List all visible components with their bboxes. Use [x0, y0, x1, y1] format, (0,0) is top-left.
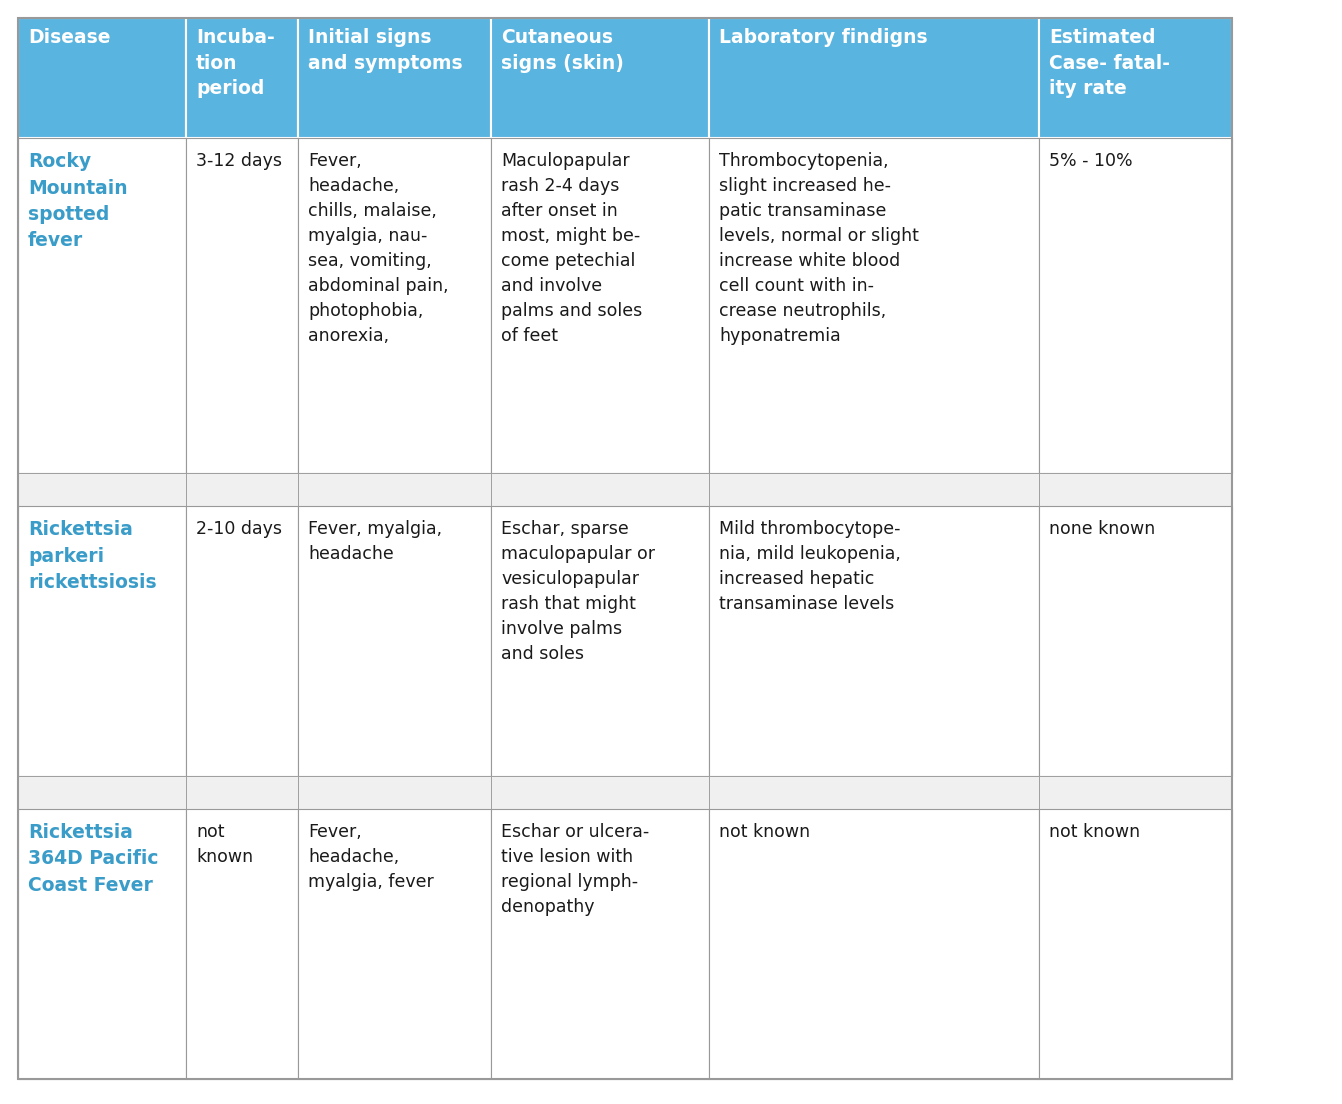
Bar	[709, 138, 1039, 473]
Bar	[491, 809, 709, 1079]
Text: not
known: not known	[196, 822, 254, 866]
Bar	[187, 18, 298, 138]
Text: Laboratory findigns: Laboratory findigns	[719, 28, 927, 47]
Bar	[1039, 506, 1232, 776]
Bar	[1039, 776, 1232, 809]
Bar	[17, 506, 187, 776]
Text: Rickettsia
364D Pacific
Coast Fever: Rickettsia 364D Pacific Coast Fever	[28, 822, 158, 895]
Bar	[709, 776, 1039, 809]
Text: Incuba-
tion
period: Incuba- tion period	[196, 28, 275, 98]
Bar	[187, 473, 298, 506]
Bar	[491, 506, 709, 776]
Bar	[17, 809, 187, 1079]
Bar	[709, 473, 1039, 506]
Bar	[709, 18, 1039, 138]
Bar	[491, 473, 709, 506]
Text: Mild thrombocytope-
nia, mild leukopenia,
increased hepatic
transaminase levels: Mild thrombocytope- nia, mild leukopenia…	[719, 520, 900, 613]
Bar	[709, 506, 1039, 776]
Text: Rickettsia
parkeri
rickettsiosis: Rickettsia parkeri rickettsiosis	[28, 520, 157, 592]
Bar	[491, 138, 709, 473]
Text: not known: not known	[719, 822, 811, 841]
Text: Thrombocytopenia,
slight increased he-
patic transaminase
levels, normal or slig: Thrombocytopenia, slight increased he- p…	[719, 152, 919, 344]
Bar	[298, 776, 491, 809]
Text: Cutaneous
signs (skin): Cutaneous signs (skin)	[501, 28, 624, 73]
Bar	[709, 809, 1039, 1079]
Text: Initial signs
and symptoms: Initial signs and symptoms	[309, 28, 463, 73]
Bar	[298, 473, 491, 506]
Text: 3-12 days: 3-12 days	[196, 152, 282, 170]
Text: not known: not known	[1049, 822, 1141, 841]
Bar	[17, 18, 187, 138]
Text: none known: none known	[1049, 520, 1155, 538]
Text: Rocky
Mountain
spotted
fever: Rocky Mountain spotted fever	[28, 152, 127, 251]
Bar	[187, 138, 298, 473]
Bar	[1039, 138, 1232, 473]
Bar	[298, 138, 491, 473]
Text: Maculopapular
rash 2-4 days
after onset in
most, might be-
come petechial
and in: Maculopapular rash 2-4 days after onset …	[501, 152, 643, 344]
Bar	[187, 506, 298, 776]
Text: 5% - 10%: 5% - 10%	[1049, 152, 1133, 170]
Text: 2-10 days: 2-10 days	[196, 520, 282, 538]
Text: Fever,
headache,
chills, malaise,
myalgia, nau-
sea, vomiting,
abdominal pain,
p: Fever, headache, chills, malaise, myalgi…	[309, 152, 448, 344]
Text: Eschar, sparse
maculopapular or
vesiculopapular
rash that might
involve palms
an: Eschar, sparse maculopapular or vesiculo…	[501, 520, 655, 664]
Bar	[298, 506, 491, 776]
Bar	[491, 776, 709, 809]
Bar	[1039, 809, 1232, 1079]
Bar	[1039, 18, 1232, 138]
Text: Fever,
headache,
myalgia, fever: Fever, headache, myalgia, fever	[309, 822, 433, 891]
Bar	[298, 18, 491, 138]
Bar	[1039, 473, 1232, 506]
Text: Estimated
Case- fatal-
ity rate: Estimated Case- fatal- ity rate	[1049, 28, 1170, 98]
Bar	[17, 776, 187, 809]
Text: Eschar or ulcera-
tive lesion with
regional lymph-
denopathy: Eschar or ulcera- tive lesion with regio…	[501, 822, 650, 916]
Bar	[17, 138, 187, 473]
Text: Disease: Disease	[28, 28, 110, 47]
Text: Fever, myalgia,
headache: Fever, myalgia, headache	[309, 520, 442, 563]
Bar	[298, 809, 491, 1079]
Bar	[17, 473, 187, 506]
Bar	[187, 776, 298, 809]
Bar	[491, 18, 709, 138]
Bar	[187, 809, 298, 1079]
